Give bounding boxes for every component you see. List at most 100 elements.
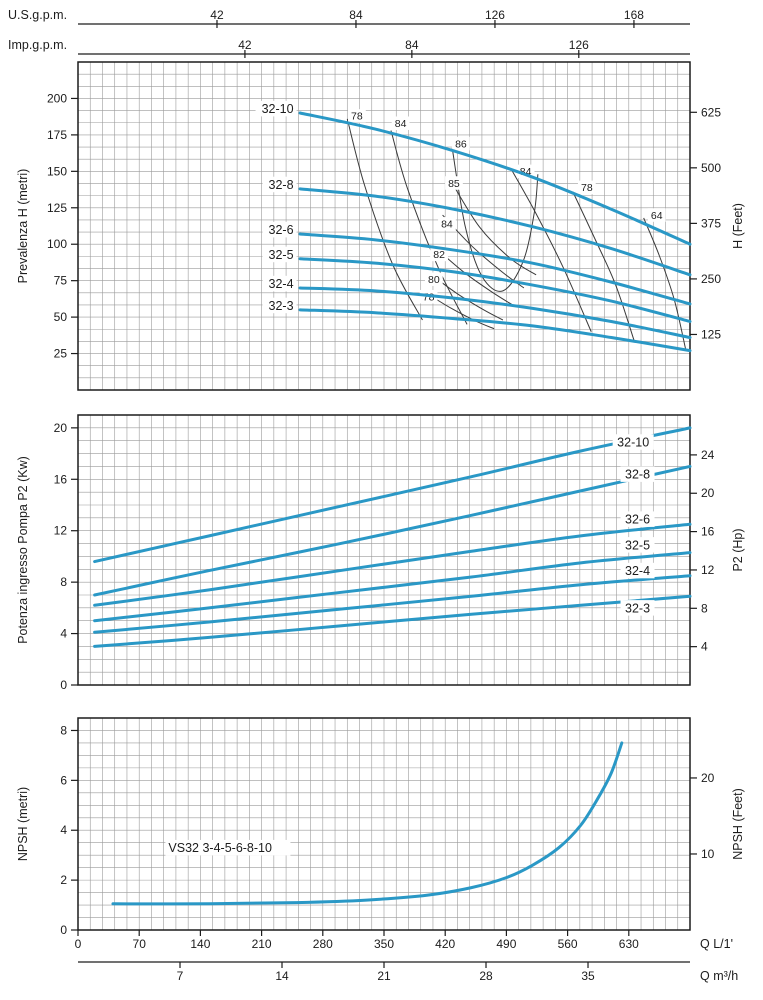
- y-tick-label: 200: [47, 91, 67, 105]
- x-tick-label: 420: [435, 937, 455, 951]
- curve-label: 32-4: [269, 277, 294, 291]
- curve-label: VS32 3-4-5-6-8-10: [168, 841, 272, 855]
- curve-32-6: [298, 232, 692, 306]
- label-bg: [647, 208, 666, 222]
- curve-label: 32-4: [625, 564, 650, 578]
- y-tick-label: 20: [54, 421, 68, 435]
- x-tick-label: 280: [313, 937, 333, 951]
- efficiency-contour: [643, 217, 687, 350]
- label-bg: [348, 109, 366, 123]
- x-tick-label: 210: [252, 937, 272, 951]
- y-tick-label: 16: [701, 525, 715, 539]
- label-bg: [620, 600, 655, 616]
- label-bg: [445, 176, 463, 190]
- x-tick-label: 7: [177, 969, 184, 983]
- scale-title: Imp.g.p.m.: [8, 38, 67, 52]
- scale-tick-label: 42: [210, 8, 224, 22]
- label-bg: [452, 136, 470, 151]
- curve-32-10: [298, 111, 692, 246]
- x-axis-l-per-min: 0 70 140 210 280 350 420 490 560 630 Q L/1': [75, 930, 733, 951]
- y-tick-label: 0: [60, 678, 67, 692]
- y-tick-label: 625: [701, 105, 721, 119]
- label-bg: [577, 180, 596, 195]
- y-tick-label: 8: [60, 723, 67, 737]
- y-tick-label: 2: [60, 873, 67, 887]
- label-bg: [262, 176, 297, 193]
- efficiency-contour: [451, 147, 539, 292]
- curve-32-5: [298, 257, 692, 323]
- y-tick-label: 4: [60, 823, 67, 837]
- scale-us-gpm: U.S.g.p.m. 42 84 126 168: [8, 8, 690, 28]
- axis-title-flow-m3h: Q m³/h: [700, 969, 738, 983]
- scale-tick-label: 126: [485, 8, 505, 22]
- y-tick-label: 0: [60, 923, 67, 937]
- x-axis-m3-per-h: 7 14 21 28 35 Q m³/h: [78, 961, 738, 983]
- efficiency-label: 86: [455, 138, 467, 150]
- y-tick-label: 500: [701, 161, 721, 175]
- y-tick-label: 16: [54, 472, 68, 486]
- label-bg: [262, 221, 297, 238]
- x-tick-label: 140: [190, 937, 210, 951]
- curve-32-10: [93, 426, 692, 564]
- axis-title-left: Prevalenza H (metri): [16, 169, 30, 284]
- y-tick-label: 100: [47, 237, 67, 251]
- y-tick-label: 25: [54, 347, 68, 361]
- scale-tick-label: 84: [349, 8, 363, 22]
- curve-label: 32-10: [617, 436, 649, 450]
- efficiency-contour: [572, 191, 635, 341]
- efficiency-label: 84: [441, 219, 453, 231]
- curve-32-3: [93, 594, 692, 648]
- label-bg: [612, 434, 654, 450]
- curve-label: 32-5: [625, 538, 650, 552]
- efficiency-label: 64: [651, 210, 663, 222]
- y-tick-label: 150: [47, 164, 67, 178]
- y-tick-label: 125: [701, 327, 721, 341]
- scale-tick-label: 42: [238, 38, 252, 52]
- plot-border: [77, 414, 691, 686]
- curve-label: 32-3: [625, 601, 650, 615]
- axis-title-right: P2 (Hp): [731, 528, 745, 571]
- curve-32-4: [298, 286, 692, 340]
- curve-32-5: [93, 551, 692, 623]
- y-tick-label: 20: [701, 486, 715, 500]
- curve-32-3: [298, 308, 692, 353]
- y-tick-label: 20: [701, 771, 715, 785]
- label-bg: [620, 537, 655, 553]
- label-bg: [424, 272, 443, 286]
- y-tick-label: 250: [701, 272, 721, 286]
- curve-label: 32-6: [269, 223, 294, 237]
- axis-title-left: Potenza ingresso Pompa P2 (Kw): [16, 456, 30, 644]
- label-bg: [620, 511, 655, 527]
- efficiency-contour: [448, 176, 537, 276]
- curve-label: 32-8: [625, 468, 650, 482]
- x-tick-label: 35: [581, 969, 595, 983]
- chart-head: 78 84 86 84 78 64 85 84 82 80 78 32-10 32-8 32-6 32-5 3…: [16, 61, 745, 391]
- x-tick-label: 560: [558, 937, 578, 951]
- scale-imp-gpm: Imp.g.p.m. 42 84 126: [8, 38, 690, 58]
- x-tick-label: 630: [619, 937, 639, 951]
- y-tick-label: 24: [701, 448, 715, 462]
- label-bg: [262, 297, 297, 314]
- grid: [77, 61, 691, 391]
- curve-32-8: [298, 187, 692, 277]
- axis-title-right: NPSH (Feet): [731, 788, 745, 860]
- grid: [77, 717, 691, 931]
- y-tick-label: 8: [60, 575, 67, 589]
- scale-title: U.S.g.p.m.: [8, 8, 67, 22]
- chart-npsh: VS32 3-4-5-6-8-10 0 2 4 6 8 10 20 NPSH (metri) NP…: [16, 717, 745, 937]
- scale-tick-label: 168: [624, 8, 644, 22]
- y-tick-label: 75: [54, 274, 68, 288]
- curve-32-4: [93, 574, 692, 634]
- y-tick-label: 6: [60, 773, 67, 787]
- y-tick-label: 12: [701, 563, 715, 577]
- efficiency-label: 85: [448, 178, 460, 190]
- label-bg: [262, 275, 297, 292]
- x-tick-label: 350: [374, 937, 394, 951]
- scale-tick-label: 126: [569, 38, 589, 52]
- label-bg: [391, 116, 410, 130]
- y-tick-label: 125: [47, 201, 67, 215]
- axis-title-left: NPSH (metri): [16, 787, 30, 861]
- curve-label: 32-3: [269, 299, 294, 313]
